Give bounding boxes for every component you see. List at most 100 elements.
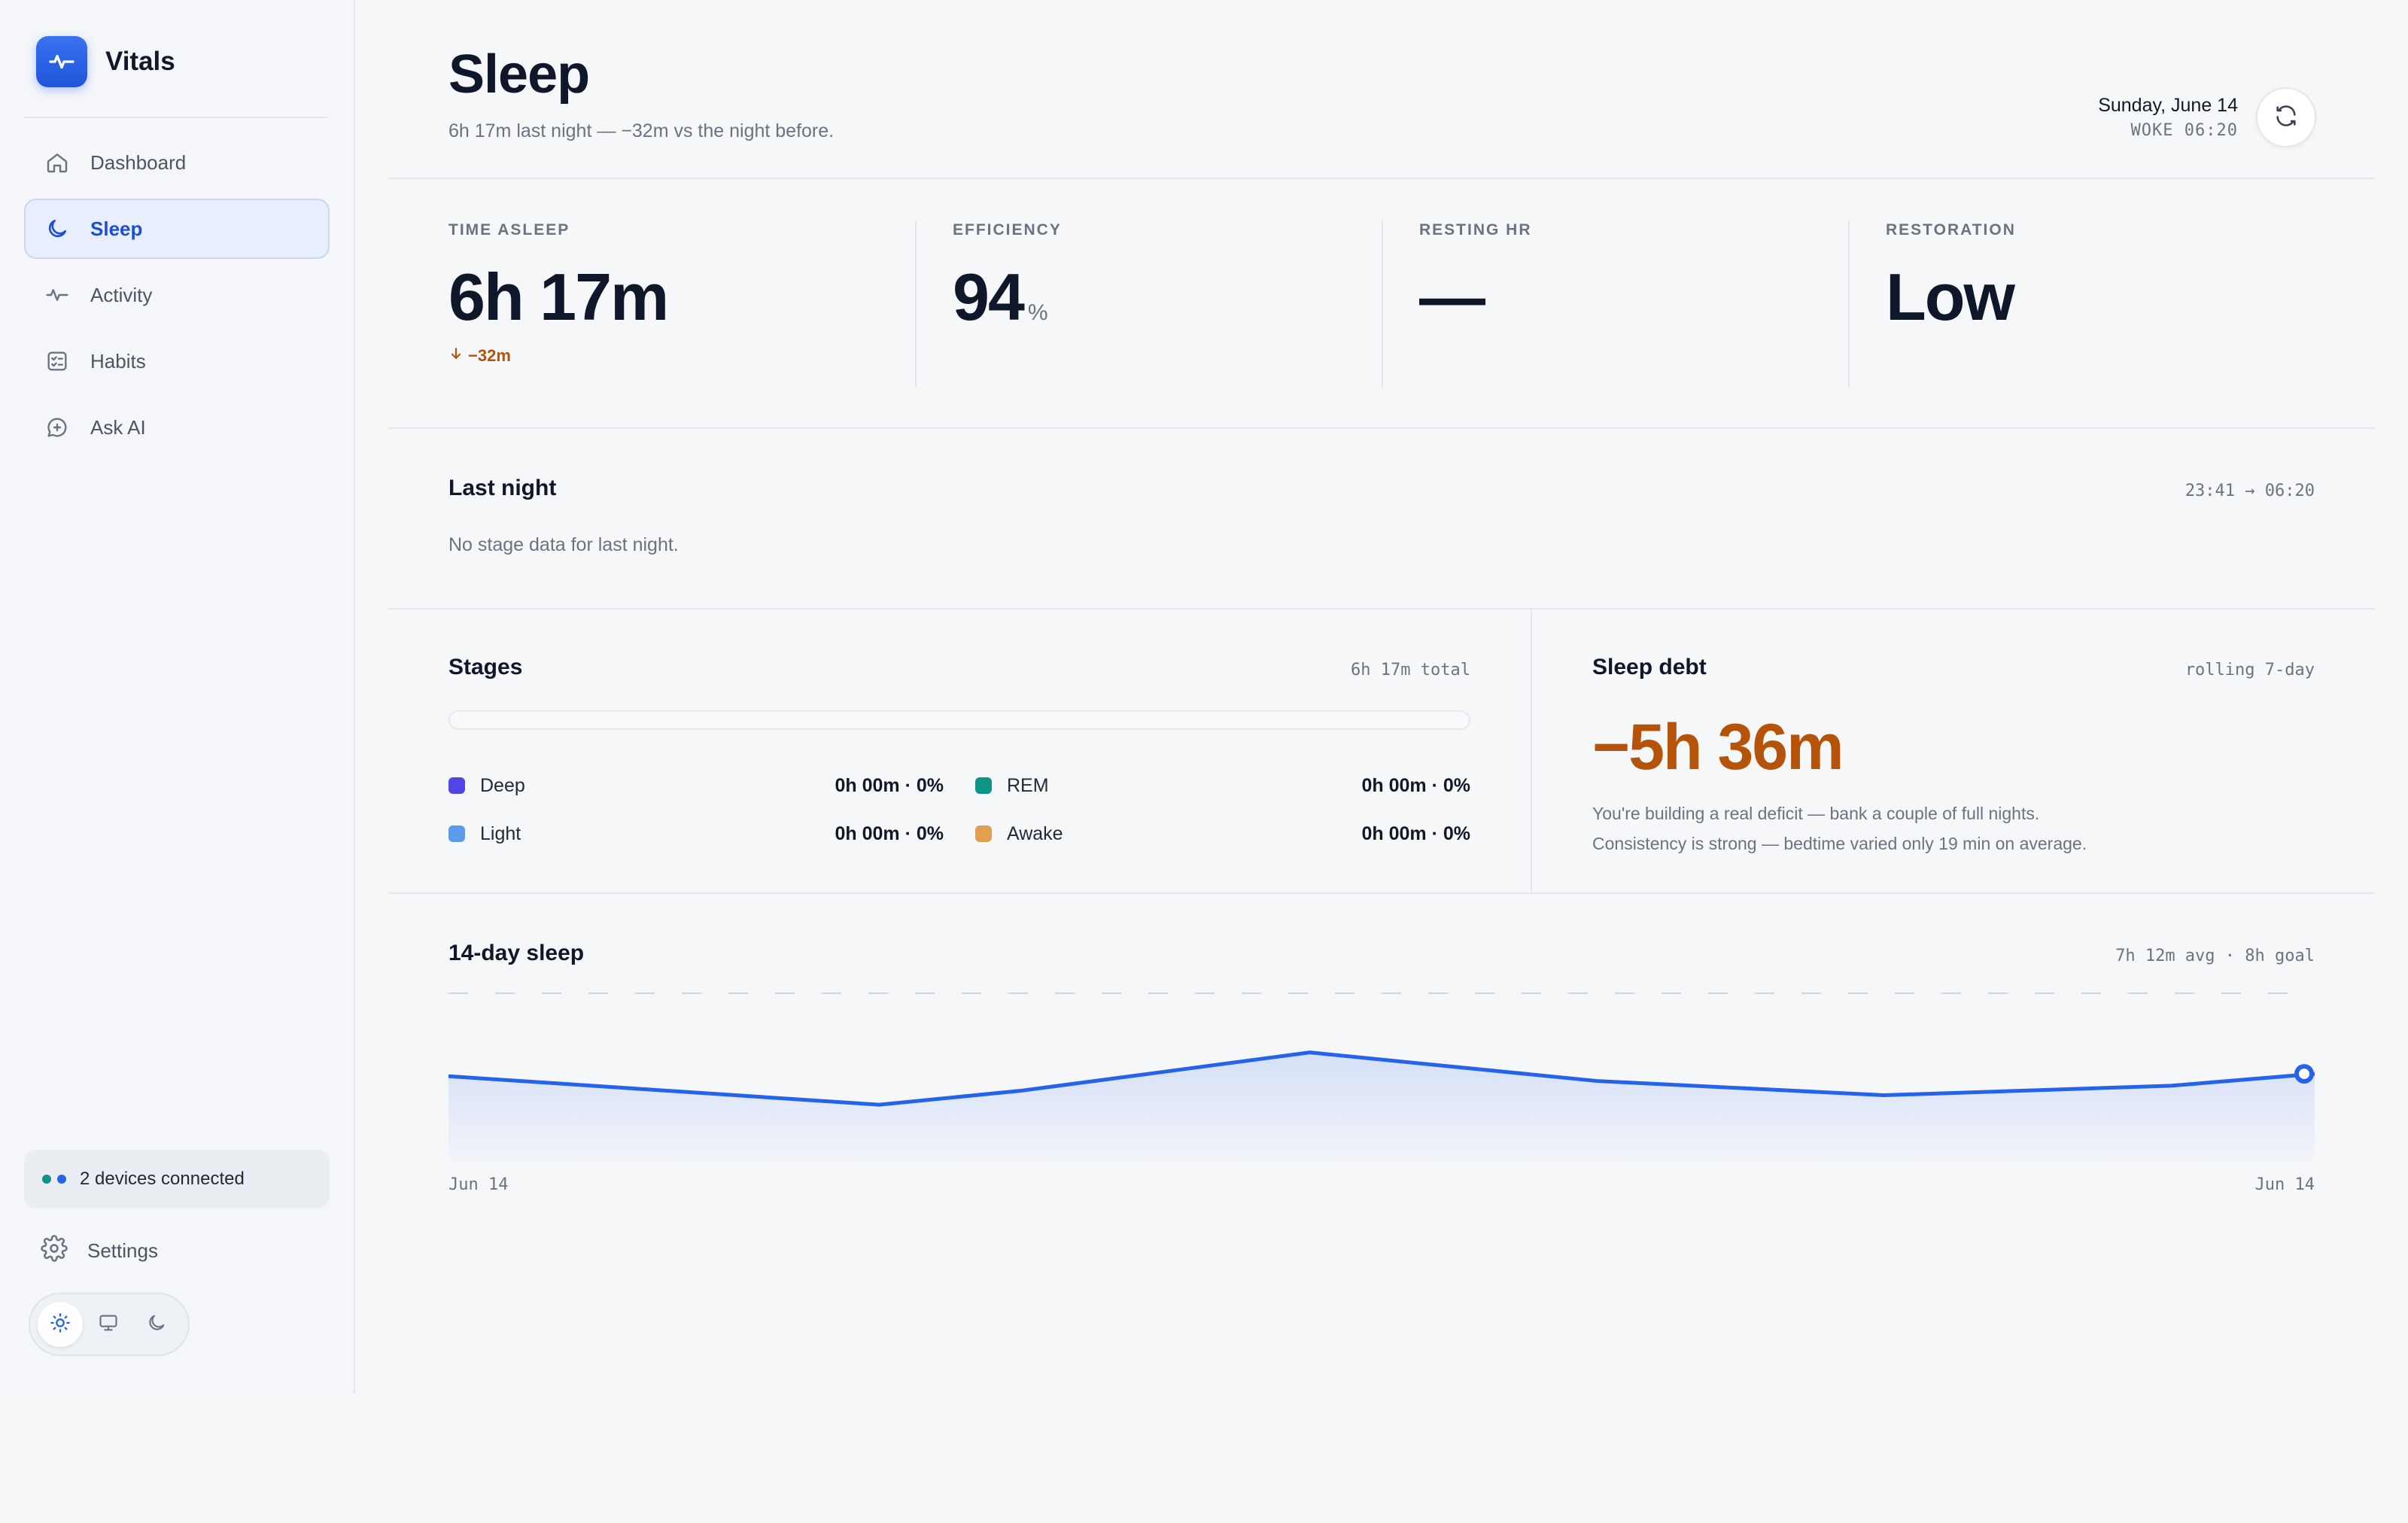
latest-point-marker bbox=[2294, 1064, 2314, 1084]
legend-value: 0h 00m · 0% bbox=[835, 822, 944, 844]
divider bbox=[388, 427, 2375, 429]
last-night-section: Last night 23:41 → 06:20 No stage data f… bbox=[448, 476, 2315, 556]
device-dots bbox=[42, 1175, 66, 1184]
legend-item-light: Light 0h 00m · 0% bbox=[448, 810, 944, 858]
settings-link[interactable]: Settings bbox=[24, 1222, 330, 1279]
divider bbox=[1382, 221, 1383, 387]
sidebar-item-sleep[interactable]: Sleep bbox=[24, 199, 330, 259]
section-title: 14-day sleep bbox=[448, 941, 585, 965]
header-right: Sunday, June 14 WOKE 06:20 bbox=[2098, 87, 2316, 147]
legend-swatch bbox=[448, 777, 465, 794]
divider bbox=[388, 178, 2375, 179]
sidebar-item-ask-ai[interactable]: Ask AI bbox=[24, 397, 330, 458]
legend-item-awake: Awake 0h 00m · 0% bbox=[975, 810, 1470, 858]
devices-status[interactable]: 2 devices connected bbox=[24, 1150, 330, 1208]
trend-meta: 7h 12m avg · 8h goal bbox=[2115, 947, 2315, 965]
debt-line: You're building a real deficit — bank a … bbox=[1592, 804, 2040, 823]
sun-icon bbox=[50, 1312, 71, 1337]
stat-label: RESTORATION bbox=[1886, 221, 2016, 239]
stat-value: 94 % bbox=[953, 259, 1062, 336]
sidebar-item-label: Ask AI bbox=[90, 415, 146, 439]
sidebar-item-activity[interactable]: Activity bbox=[24, 265, 330, 325]
divider bbox=[388, 608, 2375, 610]
debt-period: rolling 7-day bbox=[2185, 661, 2315, 679]
arrow-down-icon bbox=[448, 346, 464, 366]
legend-swatch bbox=[448, 825, 465, 842]
home-icon bbox=[44, 149, 71, 176]
legend-label: Awake bbox=[1007, 822, 1063, 844]
stat-restoration: RESTORATION Low bbox=[1886, 221, 2016, 387]
sidebar-item-label: Dashboard bbox=[90, 150, 187, 174]
legend-value: 0h 00m · 0% bbox=[835, 774, 944, 796]
legend-value: 0h 00m · 0% bbox=[1361, 774, 1470, 796]
theme-light-button[interactable] bbox=[38, 1302, 83, 1347]
monitor-icon bbox=[98, 1312, 119, 1337]
x-axis-label-end: Jun 14 bbox=[2254, 1175, 2315, 1194]
series-line bbox=[448, 1050, 2315, 1107]
sidebar-item-label: Habits bbox=[90, 349, 146, 372]
sidebar-item-label: Sleep bbox=[90, 217, 143, 240]
stat-label: RESTING HR bbox=[1419, 221, 1532, 239]
legend-label: Deep bbox=[480, 774, 525, 796]
legend-swatch bbox=[975, 777, 992, 794]
debt-line: Consistency is strong — bedtime varied o… bbox=[1592, 834, 2087, 853]
page-title: Sleep bbox=[448, 44, 590, 105]
gear-icon bbox=[41, 1234, 68, 1267]
sidebar-item-label: Activity bbox=[90, 283, 153, 306]
stages-total: 6h 17m total bbox=[1351, 661, 1470, 679]
current-date: Sunday, June 14 bbox=[2098, 95, 2238, 116]
debt-description: You're building a real deficit — bank a … bbox=[1592, 798, 2315, 859]
sidebar-item-habits[interactable]: Habits bbox=[24, 331, 330, 391]
moon-icon bbox=[44, 215, 71, 242]
header-date: Sunday, June 14 WOKE 06:20 bbox=[2098, 95, 2238, 140]
divider bbox=[1848, 221, 1850, 387]
theme-dark-button[interactable] bbox=[134, 1302, 179, 1347]
brand[interactable]: Vitals bbox=[36, 36, 175, 87]
settings-label: Settings bbox=[87, 1239, 158, 1262]
divider bbox=[915, 221, 917, 387]
pulse-icon bbox=[36, 36, 87, 87]
legend-value: 0h 00m · 0% bbox=[1361, 822, 1470, 844]
theme-toggle bbox=[29, 1293, 190, 1356]
empty-state: No stage data for last night. bbox=[448, 534, 679, 555]
section-title: Sleep debt bbox=[1592, 655, 1707, 679]
stat-value-text: 6h 17m bbox=[448, 260, 669, 334]
trend-chart bbox=[448, 993, 2315, 1162]
stat-resting-hr: RESTING HR — bbox=[1419, 221, 1532, 387]
brand-divider bbox=[24, 117, 328, 118]
stage-bar bbox=[448, 710, 1470, 730]
stat-delta-value: −32m bbox=[468, 346, 511, 365]
stat-time-asleep: TIME ASLEEP 6h 17m −32m bbox=[448, 221, 669, 387]
refresh-button[interactable] bbox=[2256, 87, 2316, 147]
sleep-debt-section: Sleep debt rolling 7-day −5h 36m You're … bbox=[1592, 655, 2315, 859]
checklist-icon bbox=[44, 348, 71, 375]
legend-swatch bbox=[975, 825, 992, 842]
sleep-range: 23:41 → 06:20 bbox=[2185, 482, 2315, 500]
stat-efficiency: EFFICIENCY 94 % bbox=[953, 221, 1062, 387]
section-title: Last night bbox=[448, 476, 557, 500]
divider bbox=[388, 892, 2375, 894]
stat-label: EFFICIENCY bbox=[953, 221, 1062, 239]
legend-item-rem: REM 0h 00m · 0% bbox=[975, 762, 1470, 810]
divider bbox=[1531, 610, 1532, 894]
stat-value: 6h 17m bbox=[448, 259, 669, 336]
main-content: Sleep 6h 17m last night — −32m vs the ni… bbox=[388, 0, 2375, 1394]
legend-left: Deep 0h 00m · 0% Light 0h 00m · 0% bbox=[448, 762, 944, 858]
moon-icon bbox=[146, 1312, 167, 1337]
stat-unit: % bbox=[1027, 300, 1048, 325]
debt-value: −5h 36m bbox=[1592, 711, 1844, 783]
devices-label: 2 devices connected bbox=[80, 1169, 245, 1189]
theme-system-button[interactable] bbox=[86, 1302, 131, 1347]
stat-value-text: Low bbox=[1886, 260, 2015, 334]
x-axis-label-start: Jun 14 bbox=[448, 1175, 509, 1194]
sidebar-item-dashboard[interactable]: Dashboard bbox=[24, 132, 330, 193]
page-subtitle: 6h 17m last night — −32m vs the night be… bbox=[448, 120, 835, 141]
stat-label: TIME ASLEEP bbox=[448, 221, 570, 239]
trend-section: 14-day sleep 7h 12m avg · 8h goal Jun 14… bbox=[448, 941, 2315, 1194]
sidebar-nav: Dashboard Sleep Activity Habits Ask AI bbox=[24, 132, 330, 464]
refresh-icon bbox=[2273, 103, 2299, 132]
legend-right: REM 0h 00m · 0% Awake 0h 00m · 0% bbox=[975, 762, 1470, 858]
area-fill bbox=[448, 1052, 2315, 1162]
legend-label: Light bbox=[480, 822, 521, 844]
stat-value-text: — bbox=[1419, 260, 1485, 334]
